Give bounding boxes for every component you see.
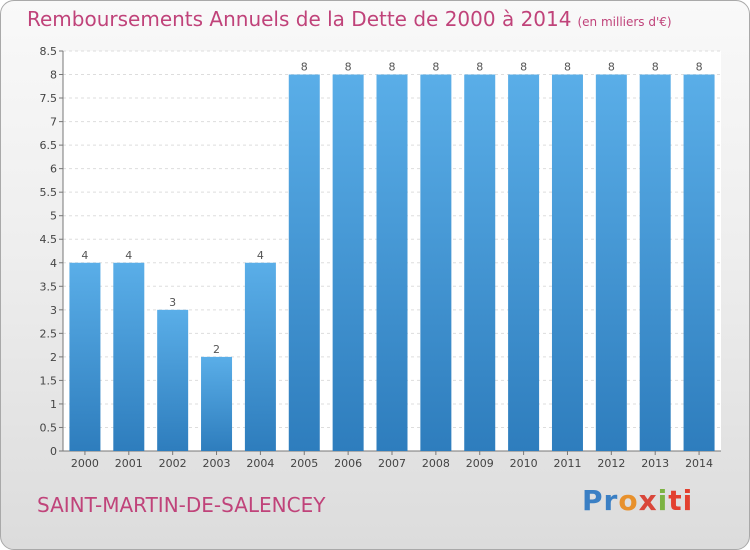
bar	[376, 74, 408, 451]
bar	[420, 74, 452, 451]
x-tick-label: 2001	[115, 457, 143, 470]
x-tick-label: 2014	[685, 457, 713, 470]
bar-data-label: 3	[169, 296, 176, 309]
y-tick-label: 2.5	[40, 327, 58, 340]
bar-data-label: 8	[476, 61, 483, 74]
bar	[595, 74, 627, 451]
y-tick-label: 3	[50, 304, 57, 317]
y-tick-label: 0	[50, 445, 57, 458]
chart-title-text: Remboursements Annuels de la Dette de 20…	[27, 7, 572, 31]
y-tick-label: 4	[50, 257, 57, 270]
bar-data-label: 4	[257, 249, 264, 262]
bar-data-label: 8	[432, 61, 439, 74]
y-tick-label: 8.5	[40, 45, 58, 58]
x-tick-label: 2010	[510, 457, 538, 470]
bar-data-label: 4	[81, 249, 88, 262]
logo-part-4: i	[657, 484, 669, 517]
y-tick-label: 2	[50, 351, 57, 364]
logo-part-2: o	[618, 484, 639, 517]
bar-data-label: 8	[301, 61, 308, 74]
y-tick-label: 5.5	[40, 186, 58, 199]
x-tick-label: 2008	[422, 457, 450, 470]
bar	[464, 74, 496, 451]
bar-data-label: 8	[608, 61, 615, 74]
y-tick-label: 1	[50, 398, 57, 411]
x-tick-label: 2012	[597, 457, 625, 470]
bar	[113, 262, 145, 451]
proxiti-logo: Proxiti	[582, 484, 693, 517]
y-tick-label: 0.5	[40, 421, 58, 434]
bar	[551, 74, 583, 451]
y-tick-label: 1.5	[40, 374, 58, 387]
x-tick-label: 2006	[334, 457, 362, 470]
bar	[244, 262, 276, 451]
x-tick-label: 2004	[246, 457, 274, 470]
x-tick-label: 2002	[159, 457, 187, 470]
chart-title: Remboursements Annuels de la Dette de 20…	[27, 7, 672, 31]
bar	[201, 356, 233, 451]
x-tick-label: 2013	[641, 457, 669, 470]
x-tick-label: 2009	[466, 457, 494, 470]
bar-data-label: 8	[520, 61, 527, 74]
bar-data-label: 8	[389, 61, 396, 74]
bar-data-label: 8	[345, 61, 352, 74]
bar	[639, 74, 671, 451]
bar-data-label: 8	[564, 61, 571, 74]
x-tick-label: 2005	[290, 457, 318, 470]
y-tick-label: 7.5	[40, 92, 58, 105]
commune-name: SAINT-MARTIN-DE-SALENCEY	[37, 493, 326, 517]
bar-data-label: 8	[696, 61, 703, 74]
bar-data-label: 8	[652, 61, 659, 74]
y-tick-label: 6.5	[40, 139, 58, 152]
bar-data-label: 4	[125, 249, 132, 262]
logo-part-1: Pr	[582, 484, 619, 517]
logo-part-3: x	[638, 484, 658, 517]
y-tick-label: 5	[50, 210, 57, 223]
y-tick-label: 6	[50, 163, 57, 176]
bar	[508, 74, 540, 451]
chart-unit-note: (en milliers d'€)	[577, 15, 672, 29]
bar	[332, 74, 364, 451]
bar	[157, 309, 189, 451]
y-tick-label: 3.5	[40, 280, 58, 293]
bar	[69, 262, 101, 451]
y-tick-label: 7	[50, 116, 57, 129]
x-tick-label: 2003	[203, 457, 231, 470]
x-tick-label: 2011	[553, 457, 581, 470]
y-tick-label: 8	[50, 69, 57, 82]
logo-part-5: ti	[668, 484, 694, 517]
bar	[683, 74, 715, 451]
bar	[288, 74, 320, 451]
y-tick-label: 4.5	[40, 233, 58, 246]
bar-data-label: 2	[213, 343, 220, 356]
x-tick-label: 2000	[71, 457, 99, 470]
x-tick-label: 2007	[378, 457, 406, 470]
